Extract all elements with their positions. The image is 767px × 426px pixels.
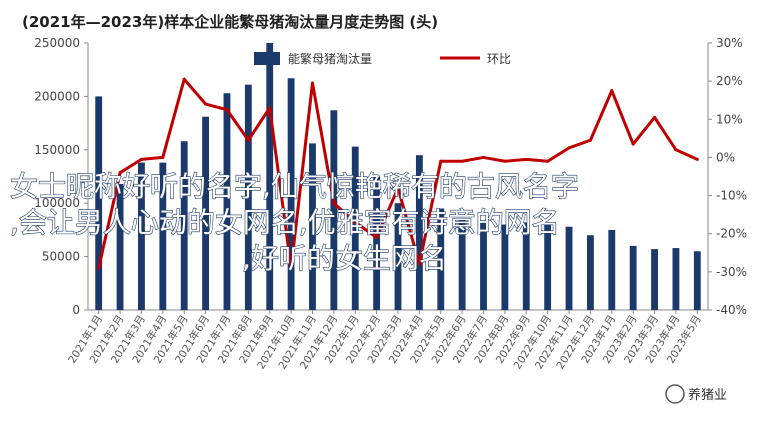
line-point (503, 159, 507, 163)
legend: 能繁母猪淘汰量 环比 (254, 51, 511, 66)
bar (266, 43, 274, 310)
right-tick-label: -20% (716, 227, 747, 241)
line-point (695, 157, 699, 161)
line-point (375, 236, 379, 240)
bar (180, 141, 188, 310)
line-point (610, 89, 614, 93)
line-point (246, 138, 250, 142)
overlay-caption-line2: ,会让男人心动的女网名,优雅富有诗意的网名 (10, 206, 560, 239)
right-tick-label: -10% (716, 189, 747, 203)
right-tick-label: 30% (716, 36, 743, 50)
right-tick-label: 10% (716, 112, 743, 126)
bar (501, 224, 509, 310)
bar (330, 110, 338, 310)
line-point (546, 159, 550, 163)
bar (608, 229, 616, 310)
watermark: 养猪业 (665, 384, 727, 404)
bar (544, 224, 552, 310)
bar (351, 146, 359, 310)
left-tick-label: 200000 (34, 89, 80, 103)
bar (586, 235, 594, 310)
bar (309, 143, 316, 310)
legend-line-label: 环比 (487, 52, 511, 66)
bar (244, 84, 252, 310)
bar (651, 249, 658, 310)
bar (522, 222, 530, 310)
bar (138, 162, 145, 310)
right-tick-label: 0% (716, 150, 735, 164)
watermark-text: 养猪业 (688, 387, 727, 403)
line-point (268, 106, 272, 110)
legend-bar-label: 能繁母猪淘汰量 (288, 51, 372, 66)
left-tick-label: 50000 (42, 250, 80, 264)
bar (437, 208, 445, 310)
plot-area: 0 50000 100000 150000 200000 250000 -40% -30% -2… (34, 36, 747, 371)
left-tick-label: 250000 (34, 36, 80, 50)
right-tick-label: -40% (716, 303, 747, 317)
bar (565, 226, 573, 310)
line-point (653, 115, 657, 119)
line-point (396, 186, 400, 190)
line-point (118, 171, 122, 175)
line-point (439, 159, 443, 163)
bar (116, 183, 124, 310)
right-tick-label: -30% (716, 265, 747, 279)
bar (693, 251, 701, 310)
line-point (524, 157, 528, 161)
bar (159, 162, 167, 310)
overlay-caption-line3: ,好听的女生网名 (242, 242, 447, 275)
line-point (97, 266, 101, 270)
line-point (182, 77, 186, 81)
bar (629, 245, 637, 310)
line-point (161, 155, 165, 159)
line-point (674, 148, 678, 152)
line-point (460, 159, 464, 163)
line-point (332, 201, 336, 205)
line-point (225, 108, 229, 112)
line-point (289, 266, 293, 270)
bar (287, 78, 295, 310)
line-point (567, 146, 571, 150)
left-tick-label: 150000 (34, 143, 80, 157)
bar (95, 96, 103, 311)
line-point (482, 155, 486, 159)
chart-title: (2021年—2023年)样本企业能繁母猪淘汰量月度走势图 (头) (22, 13, 438, 31)
bar (415, 155, 423, 310)
line-point (631, 142, 635, 146)
bar (394, 203, 402, 310)
bar (458, 220, 466, 310)
line-point (588, 138, 592, 142)
line-point (139, 157, 143, 161)
bar (202, 116, 210, 310)
bar (480, 221, 487, 310)
bar (223, 93, 231, 310)
overlay-caption-line1: 女士昵称好听的名字,仙气惊艳稀有的古风名字 (10, 170, 579, 203)
line-point (204, 102, 208, 106)
line-point (310, 81, 314, 85)
watermark-logo-icon (665, 384, 685, 404)
bar (672, 248, 680, 310)
left-tick-label: 0 (72, 303, 80, 317)
bar (373, 176, 381, 310)
line-point (417, 262, 421, 266)
left-tick-label: 100000 (34, 196, 80, 210)
right-tick-label: 20% (716, 74, 743, 88)
line-point (353, 220, 357, 224)
